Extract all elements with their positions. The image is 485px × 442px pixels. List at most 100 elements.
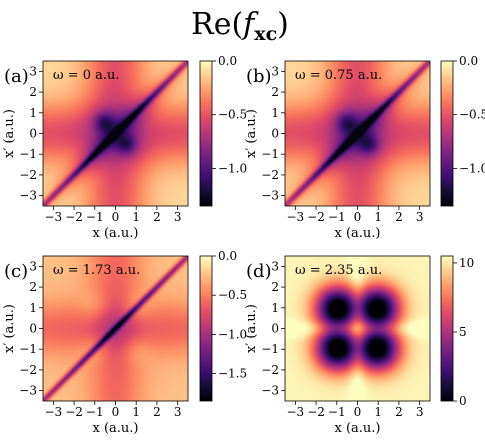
x-tick-label: 0 xyxy=(112,405,120,419)
svg-text:Re(fxc): Re(fxc) xyxy=(191,7,289,45)
y-tick-label: 3 xyxy=(271,64,279,78)
x-tick-label: 1 xyxy=(132,405,140,419)
x-tick-label: 0 xyxy=(354,405,362,419)
y-tick-label: −1 xyxy=(261,342,279,356)
x-tick-label: 1 xyxy=(374,210,382,224)
y-tick-label: 2 xyxy=(29,85,37,99)
y-tick-label: −2 xyxy=(261,168,279,182)
x-tick-label: 2 xyxy=(153,210,161,224)
frequency-annotation: ω = 1.73 a.u. xyxy=(53,263,140,278)
x-tick-label: 3 xyxy=(416,210,424,224)
colorbar xyxy=(199,255,213,402)
y-tick-label: −3 xyxy=(261,384,279,398)
x-tick-label: −3 xyxy=(287,405,305,419)
x-tick-label: 2 xyxy=(395,405,403,419)
x-tick-label: −2 xyxy=(65,210,83,224)
colorbar-tick-label: 0 xyxy=(459,394,467,408)
x-tick-label: 2 xyxy=(153,405,161,419)
y-tick-label: 2 xyxy=(29,280,37,294)
x-tick-label: −1 xyxy=(328,405,346,419)
y-tick-label: −2 xyxy=(19,363,37,377)
x-axis-label: x (a.u.) xyxy=(93,226,139,241)
colorbar xyxy=(440,255,454,402)
heatmap-image xyxy=(43,256,188,401)
colorbar-tick-label: −0.5 xyxy=(459,108,485,122)
colorbar-tick-label: 10 xyxy=(459,256,474,270)
x-tick-label: −2 xyxy=(65,405,83,419)
y-axis-label: x′ (a.u.) xyxy=(2,109,17,158)
title-subscript: xc xyxy=(254,23,277,45)
heatmap-image xyxy=(285,61,430,206)
panel-label: (a) xyxy=(4,66,29,87)
x-tick-label: 0 xyxy=(112,210,120,224)
panel-label: (c) xyxy=(4,261,28,282)
y-axis-label: x′ (a.u.) xyxy=(2,304,17,353)
title-close: ) xyxy=(277,7,289,42)
y-tick-label: −2 xyxy=(19,168,37,182)
colorbar xyxy=(440,60,454,207)
y-tick-label: −3 xyxy=(261,189,279,203)
x-tick-label: 3 xyxy=(174,405,182,419)
x-tick-label: −2 xyxy=(307,405,325,419)
colorbar-tick-label: −1.5 xyxy=(218,367,247,381)
y-tick-label: −2 xyxy=(261,363,279,377)
title-prefix: Re( xyxy=(191,7,243,42)
x-tick-label: 1 xyxy=(374,405,382,419)
colorbar-tick-label: −1.0 xyxy=(218,327,247,341)
y-tick-label: −3 xyxy=(19,189,37,203)
y-axis-label: x′ (a.u.) xyxy=(244,109,259,158)
x-tick-label: 3 xyxy=(416,405,424,419)
colorbar-tick-label: −1.0 xyxy=(459,161,485,175)
x-tick-label: −1 xyxy=(328,210,346,224)
colorbar-tick-label: 0.0 xyxy=(459,54,478,68)
y-tick-label: 2 xyxy=(271,85,279,99)
x-tick-label: −1 xyxy=(86,210,104,224)
y-tick-label: −1 xyxy=(261,147,279,161)
colorbar-tick-label: 0.0 xyxy=(218,54,237,68)
frequency-annotation: ω = 2.35 a.u. xyxy=(295,263,382,278)
x-tick-label: −1 xyxy=(86,405,104,419)
x-tick-label: −3 xyxy=(287,210,305,224)
x-axis-label: x (a.u.) xyxy=(93,421,139,436)
y-tick-label: 3 xyxy=(271,259,279,273)
x-tick-label: −2 xyxy=(307,210,325,224)
y-tick-label: 0 xyxy=(271,127,279,141)
x-tick-label: 2 xyxy=(395,210,403,224)
frequency-annotation: ω = 0.75 a.u. xyxy=(295,68,382,83)
y-tick-label: 2 xyxy=(271,280,279,294)
colorbar-tick-label: −1.0 xyxy=(218,161,247,175)
panel-label: (d) xyxy=(246,261,272,282)
y-tick-label: 3 xyxy=(29,64,37,78)
x-tick-label: 3 xyxy=(174,210,182,224)
y-tick-label: 1 xyxy=(271,106,279,120)
x-tick-label: 1 xyxy=(132,210,140,224)
colorbar xyxy=(199,60,213,207)
x-tick-label: −3 xyxy=(45,210,63,224)
y-tick-label: 0 xyxy=(271,322,279,336)
x-axis-label: x (a.u.) xyxy=(335,226,381,241)
x-axis-label: x (a.u.) xyxy=(335,421,381,436)
colorbar-tick-label: −0.5 xyxy=(218,288,247,302)
y-tick-label: 3 xyxy=(29,259,37,273)
x-tick-label: 0 xyxy=(354,210,362,224)
figure-title: Re(fxc) xyxy=(191,7,289,45)
y-tick-label: −3 xyxy=(19,384,37,398)
y-tick-label: 0 xyxy=(29,127,37,141)
y-tick-label: −1 xyxy=(19,342,37,356)
colorbar-tick-label: −0.5 xyxy=(218,108,247,122)
y-tick-label: −1 xyxy=(19,147,37,161)
x-tick-label: −3 xyxy=(45,405,63,419)
y-tick-label: 1 xyxy=(271,301,279,315)
heatmap-image xyxy=(285,256,430,401)
frequency-annotation: ω = 0 a.u. xyxy=(53,68,120,83)
y-tick-label: 1 xyxy=(29,106,37,120)
y-axis-label: x′ (a.u.) xyxy=(244,304,259,353)
colorbar-tick-label: 0.0 xyxy=(218,249,237,263)
y-tick-label: 1 xyxy=(29,301,37,315)
y-tick-label: 0 xyxy=(29,322,37,336)
heatmap-image xyxy=(43,61,188,206)
